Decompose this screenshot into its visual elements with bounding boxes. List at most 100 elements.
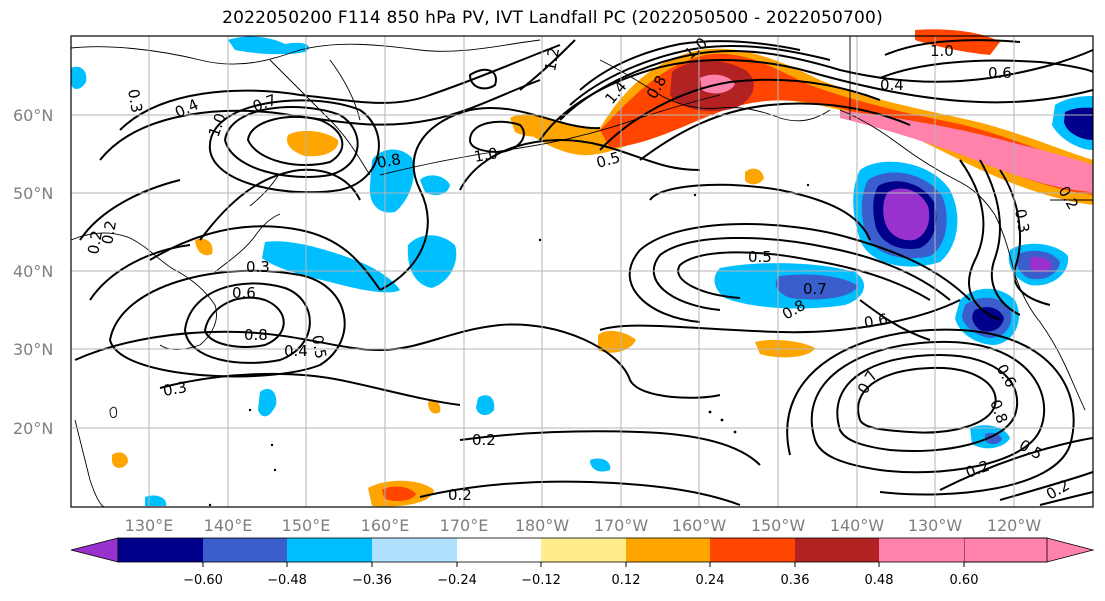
contour-line [459, 139, 701, 191]
island-dot [693, 193, 697, 197]
contour-line [979, 159, 1021, 316]
contour-label: 0.6 [863, 310, 890, 332]
contour-line [74, 323, 721, 399]
contour-line [999, 169, 1051, 306]
colorbar-min-arrow [70, 537, 119, 563]
contour-label: 1.2 [541, 46, 563, 73]
latitude-label: 30°N [13, 340, 53, 359]
contour-line [884, 39, 1021, 56]
contour-line [223, 106, 359, 178]
negative-pv-region [71, 66, 87, 89]
contour-line [149, 225, 381, 291]
contour-line [652, 237, 951, 311]
longitude-labels: 130°E 140°E 150°E 160°E 170°E 180°W 170°… [125, 516, 1042, 535]
contour-line [628, 223, 971, 323]
coastline-asia [70, 232, 217, 350]
contour-line [599, 299, 961, 334]
negative-pv-region [258, 388, 277, 417]
island-dot [708, 410, 712, 414]
contour-label: 1.0 [473, 144, 500, 166]
contour-label: 0.2 [472, 431, 496, 449]
contour-label: 0.3 [124, 88, 146, 115]
colorbar-tick-label: 0.60 [950, 573, 979, 588]
graticule [71, 36, 1093, 507]
contour-line [569, 44, 831, 106]
coastline-alaska [839, 109, 996, 216]
island-dot [208, 503, 212, 507]
longitude-label: 130°E [125, 516, 174, 535]
negative-pv-region [476, 395, 495, 416]
contour-label: 0.6 [232, 284, 256, 302]
contour-line [639, 102, 911, 161]
ivt-contours [74, 39, 1094, 506]
contour-label: 0.5 [308, 334, 330, 361]
contour-label: 0.4 [284, 342, 308, 360]
island-dot [273, 468, 277, 472]
contour-line [108, 269, 346, 378]
latitude-label: 50°N [13, 184, 53, 203]
contour-line [519, 39, 576, 91]
colorbar-segment [710, 538, 795, 562]
islands [208, 183, 810, 507]
negative-pv-region-extreme [883, 188, 930, 241]
colorbar-tick-label: −0.24 [437, 573, 477, 588]
contour-line [419, 480, 741, 506]
longitude-label: 170°E [440, 516, 489, 535]
contour-label: 0.8 [244, 326, 268, 344]
positive-pv-region [195, 238, 213, 256]
island-dot [733, 430, 737, 434]
colorbar-tick-label: −0.48 [267, 573, 307, 588]
plot-title: 2022050200 F114 850 hPa PV, IVT Landfall… [222, 8, 883, 28]
positive-pv-region [428, 400, 441, 414]
colorbar-frame [117, 537, 1048, 563]
contour-label: 0.7 [803, 280, 827, 298]
contour-line [939, 437, 1094, 491]
colorbar-max-arrow [963, 537, 1095, 563]
colorbar-tick-label: −0.60 [183, 573, 223, 588]
island-dot [248, 408, 252, 412]
contour-line [208, 99, 380, 194]
longitude-label: 120°W [987, 516, 1042, 535]
positive-pv-region [286, 130, 339, 157]
contour-line [599, 78, 881, 151]
colorbar-tick-label: 0.24 [696, 573, 725, 588]
contour-label: 0.2 [448, 486, 472, 504]
coastline-kamchatka [269, 59, 371, 176]
coastline-north-asia [70, 39, 541, 65]
contour-line [959, 159, 1001, 321]
contour-label: 0.6 [988, 64, 1012, 82]
negative-pv-region [369, 149, 415, 213]
coastline-kamchatka [329, 59, 361, 121]
colorbar-segment [879, 538, 964, 562]
coastline-philippines [74, 419, 105, 508]
colorbar-segment [372, 538, 457, 562]
colorbar-segment [795, 538, 879, 562]
colorbar-tick-label: 0.36 [781, 573, 810, 588]
longitude-label: 160°E [361, 516, 410, 535]
contour-line [857, 366, 997, 434]
contour-label: 0.2 [84, 229, 106, 256]
negative-pv-region-strong [1064, 107, 1093, 140]
island-dot [806, 183, 810, 187]
negative-pv-region [420, 175, 450, 196]
contour-line [468, 120, 525, 154]
contour-label: 0.8 [376, 150, 403, 172]
colorbar-segment [626, 538, 710, 562]
contour-line [859, 299, 931, 341]
colorbar-tick-label: −0.12 [521, 573, 561, 588]
negative-pv-region-max [1030, 256, 1052, 273]
contour-label: 0.3 [246, 258, 270, 276]
contour-label: 0.4 [880, 76, 904, 94]
contour-line [677, 251, 931, 301]
coastline-north-america [994, 214, 1086, 411]
island-dot [270, 443, 274, 447]
colorbar-segment [541, 538, 626, 562]
latitude-labels: 60°N 50°N 40°N 30°N 20°N [13, 106, 53, 438]
positive-pv-region [598, 330, 636, 353]
negative-pv-region [145, 495, 167, 506]
contour-label: 0.3 [1011, 208, 1033, 235]
contour-line [246, 116, 344, 166]
positive-pv-region [745, 168, 764, 185]
longitude-label: 150°E [282, 516, 331, 535]
